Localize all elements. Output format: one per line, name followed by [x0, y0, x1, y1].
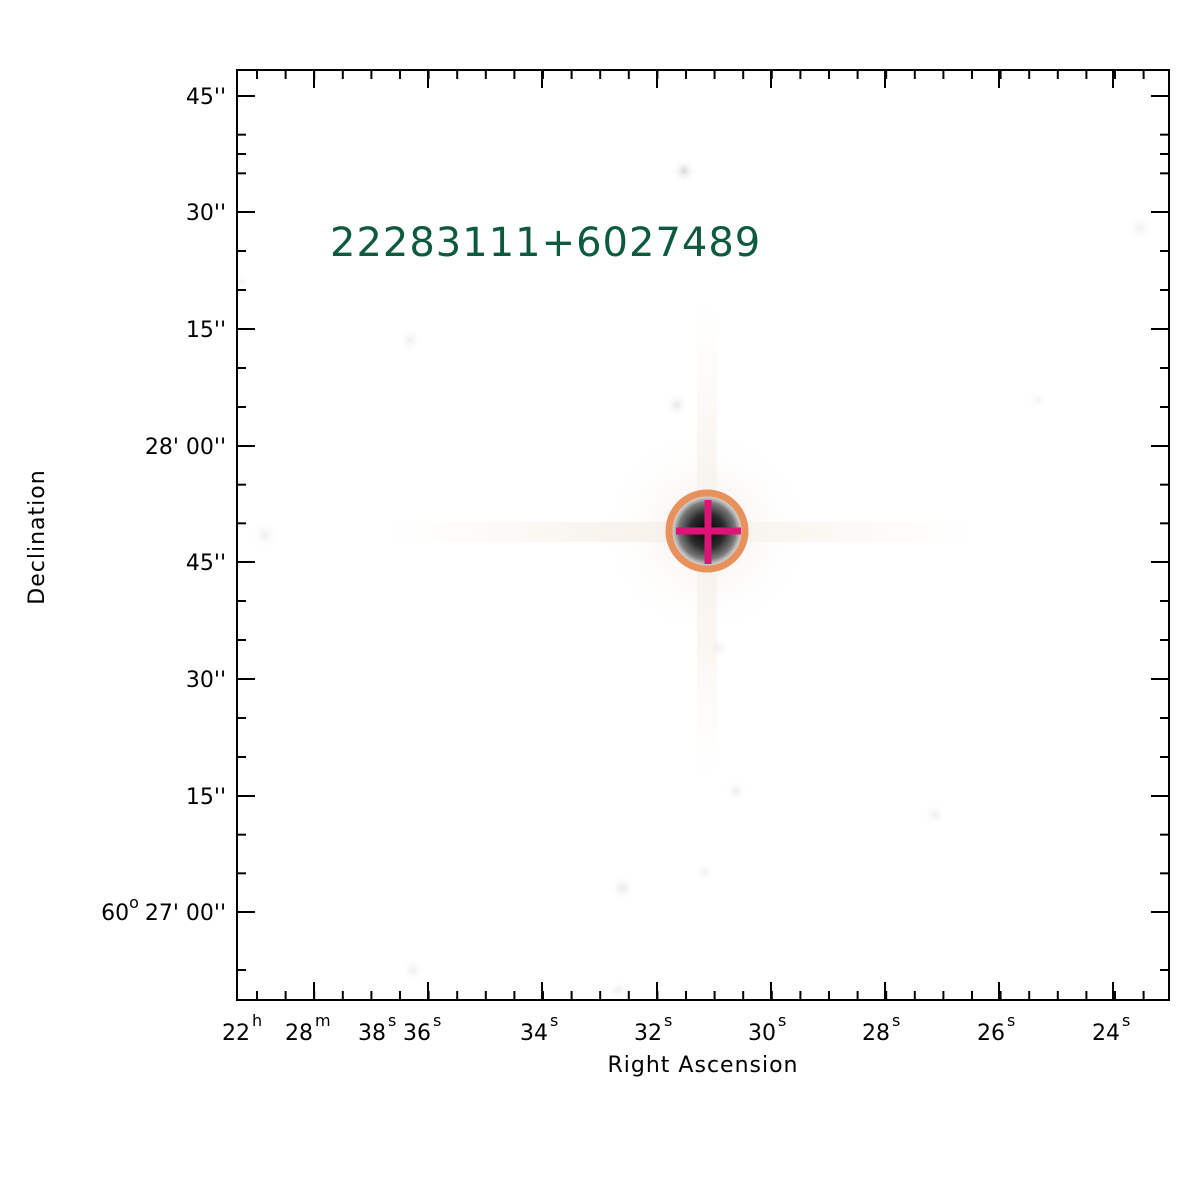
faint-source [724, 779, 748, 803]
target-cross-marker [676, 500, 741, 564]
faint-source [923, 803, 947, 827]
ra-tick-label: 24s [1092, 1011, 1130, 1046]
y-axis-label: Declination [25, 469, 50, 604]
dec-tick-label: 28' 00'' [145, 435, 226, 460]
faint-source [665, 393, 689, 417]
sky-image: 22283111+6027489 [233, 70, 1169, 1000]
ra-tick-label: 28m [285, 1011, 331, 1046]
dec-tick-label: 15'' [186, 318, 226, 343]
faint-source [1126, 214, 1154, 242]
dec-tick-label: 30'' [186, 668, 226, 693]
faint-source [251, 521, 279, 549]
ra-tick-label: 36s [403, 1011, 441, 1046]
ra-tick-label: 34s [520, 1011, 558, 1046]
faint-source [398, 328, 422, 352]
dec-tick-label: 30'' [186, 201, 226, 226]
plot-frame [236, 69, 1170, 1001]
dec-tick-label: 45'' [186, 551, 226, 576]
faint-source [708, 638, 728, 658]
faint-source [608, 874, 636, 902]
ra-tick-label: 32s [634, 1011, 672, 1046]
axis-ticks [237, 70, 1169, 1000]
ra-tick-label: 22h [222, 1011, 262, 1046]
ra-tick-label: 38s [358, 1011, 396, 1046]
ra-tick-label: 26s [977, 1011, 1015, 1046]
x-axis-label: Right Ascension [608, 1053, 799, 1078]
faint-source [608, 980, 628, 1000]
object-id-label: 22283111+6027489 [330, 220, 761, 266]
faint-source [233, 273, 251, 291]
ra-tick-label: 30s [748, 1011, 786, 1046]
faint-source [1028, 390, 1048, 410]
target-circle-marker [665, 489, 749, 573]
faint-sources [233, 159, 1154, 1000]
dec-tick-labels: 45'' 30'' 15'' 28' 00'' 45'' 30'' 15'' 60o 27' 0… [101, 85, 226, 926]
dec-tick-label: 15'' [186, 785, 226, 810]
dec-tick-label: 60o 27' 00'' [101, 893, 226, 926]
faint-source [401, 958, 425, 982]
faint-source [672, 159, 696, 183]
dec-tick-label: 45'' [186, 85, 226, 110]
ra-tick-label: 28s [862, 1011, 900, 1046]
faint-source [695, 862, 715, 882]
